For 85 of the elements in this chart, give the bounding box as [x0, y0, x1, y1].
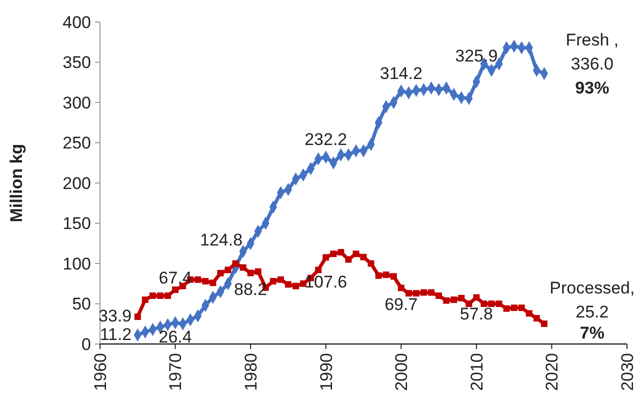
data-label: 11.2: [100, 324, 132, 344]
data-label: 26.4: [158, 328, 192, 347]
series-label: Processed,: [550, 278, 635, 298]
point: [518, 304, 525, 312]
point: [232, 260, 239, 267]
point: [375, 272, 382, 279]
y-tick-label: 350: [62, 53, 91, 72]
point: [412, 290, 420, 297]
data-label: 232.2: [304, 130, 348, 150]
data-label: 25.2: [576, 302, 609, 322]
data-label: 57.8: [460, 304, 493, 324]
series-label: Fresh ,: [566, 30, 619, 50]
y-tick-label: 0: [82, 334, 91, 354]
y-tick-label: 200: [62, 174, 91, 193]
point: [480, 300, 488, 307]
point: [428, 289, 434, 296]
y-tick-label: 300: [62, 93, 91, 112]
point: [322, 254, 330, 261]
point: [247, 270, 254, 276]
point: [443, 297, 450, 304]
point: [436, 292, 442, 299]
point: [330, 250, 337, 258]
annotation: 7%: [580, 324, 604, 343]
point: [284, 281, 292, 288]
point: [345, 256, 352, 263]
point: [194, 276, 202, 283]
data-label: 325.9: [455, 46, 498, 66]
data-label: 336.0: [570, 54, 614, 74]
y-tick-label: 100: [62, 254, 91, 274]
y-tick-label: 250: [62, 134, 91, 153]
point: [277, 276, 284, 283]
data-label: 67.4: [158, 268, 192, 288]
x-tick-label: 1970: [166, 353, 186, 391]
data-label: 88.2: [234, 280, 268, 299]
point: [458, 294, 465, 302]
x-tick-label: 2010: [467, 353, 486, 391]
point: [172, 286, 179, 293]
data-label: 124.8: [200, 230, 243, 250]
point: [488, 300, 495, 307]
point: [503, 305, 510, 312]
x-tick-label: 2000: [392, 353, 412, 391]
point: [496, 300, 502, 307]
point: [466, 300, 472, 307]
point: [338, 248, 344, 256]
point: [382, 272, 390, 278]
data-label: 314.2: [380, 64, 422, 84]
x-tick-label: 1980: [242, 353, 261, 391]
annotation: 93%: [575, 78, 610, 98]
point: [533, 315, 540, 322]
point: [352, 250, 360, 258]
point: [450, 296, 458, 303]
point: [526, 310, 532, 317]
point: [473, 294, 480, 301]
point: [149, 292, 156, 299]
point: [292, 282, 299, 290]
point: [217, 270, 224, 276]
point: [134, 313, 141, 320]
y-tick-label: 50: [72, 294, 91, 314]
point: [315, 266, 322, 274]
point: [270, 278, 276, 284]
point: [164, 292, 171, 299]
data-label: 33.9: [98, 306, 132, 326]
point: [254, 268, 262, 275]
x-tick-label: 1990: [316, 353, 336, 391]
x-tick-label: 2020: [542, 353, 562, 391]
x-tick-label: 2030: [618, 353, 635, 391]
point: [420, 289, 427, 296]
y-tick-label: 150: [62, 214, 91, 234]
point: [368, 260, 374, 267]
x-tick-label: 1960: [90, 353, 110, 391]
point: [390, 273, 397, 280]
point: [510, 304, 518, 312]
point: [240, 264, 246, 271]
point: [540, 320, 548, 327]
point: [360, 254, 367, 260]
point: [142, 296, 148, 303]
y-axis-title: Million kg: [7, 144, 26, 222]
point: [398, 284, 404, 292]
point: [156, 292, 164, 299]
point: [224, 266, 232, 274]
data-label: 69.7: [384, 294, 418, 314]
point: [202, 278, 209, 284]
point: [405, 290, 412, 297]
point: [210, 280, 216, 286]
y-tick-label: 400: [62, 12, 91, 32]
